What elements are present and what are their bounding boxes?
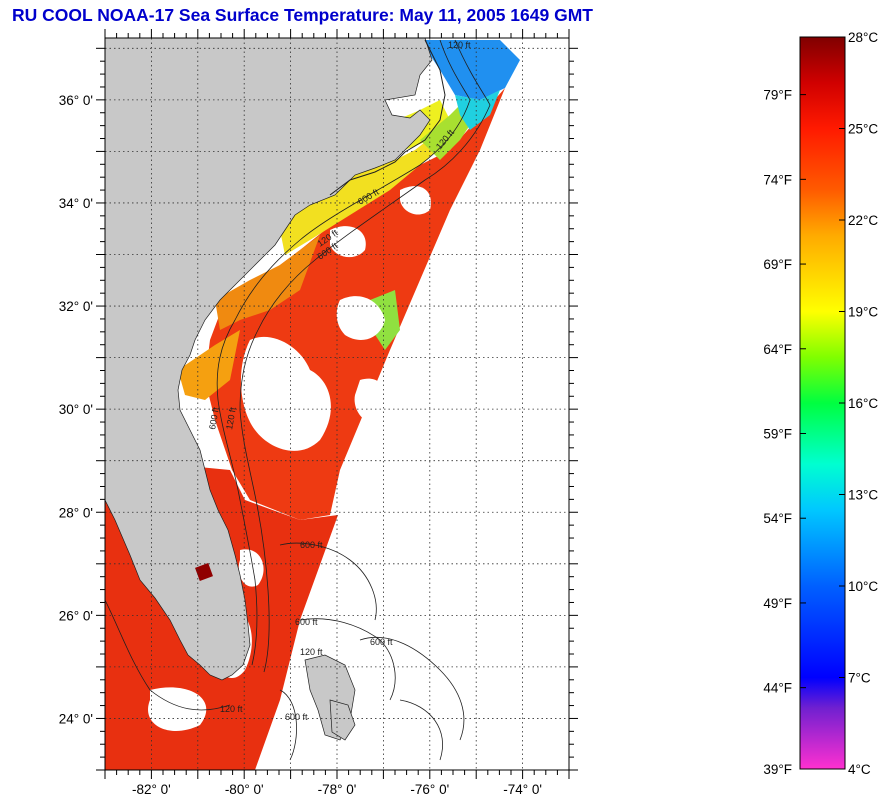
lat-label: 30° 0' — [59, 402, 93, 417]
lon-label: -80° 0' — [225, 782, 264, 797]
isobath-label: 600 ft — [285, 712, 308, 722]
lat-label: 24° 0' — [59, 711, 93, 726]
sst-shelf-georgia — [178, 330, 240, 400]
colorbar-celsius-label: 25°C — [848, 122, 878, 137]
colorbar-fahrenheit-label: 49°F — [763, 596, 792, 611]
colorbar-fahrenheit-label: 54°F — [763, 511, 792, 526]
isobath-label: 600 ft — [295, 617, 318, 627]
isobath-contours — [105, 39, 491, 761]
lat-label: 34° 0' — [59, 196, 93, 211]
colorbar-ticks — [800, 36, 845, 770]
isobath-label: 120 ft — [224, 406, 238, 430]
isobath-label: 600 ft — [207, 406, 221, 430]
colorbar-fahrenheit-label: 59°F — [763, 427, 792, 442]
colorbar — [799, 36, 846, 770]
latitude-labels: 36° 0' 34° 0' 32° 0' 30° 0' 28° 0' 26° 0' 24° … — [59, 93, 93, 727]
graticule — [105, 38, 569, 770]
lon-label: -76° 0' — [410, 782, 449, 797]
colorbar-fahrenheit-label: 39°F — [763, 762, 792, 777]
colorbar-fahrenheit-labels: 79°F 74°F 69°F 64°F 59°F 54°F 49°F 44°F 39°F — [763, 88, 792, 777]
colorbar-celsius-label: 16°C — [848, 396, 878, 411]
colorbar-celsius-label: 22°C — [848, 213, 878, 228]
axis-ticks — [96, 29, 578, 779]
isobath-label: 120 ft — [300, 647, 323, 657]
colorbar-fahrenheit-label: 79°F — [763, 88, 792, 103]
lon-label: -74° 0' — [503, 782, 542, 797]
lat-label: 36° 0' — [59, 93, 93, 108]
colorbar-fahrenheit-label: 69°F — [763, 257, 792, 272]
colorbar-celsius-label: 19°C — [848, 305, 878, 320]
lat-label: 26° 0' — [59, 608, 93, 623]
colorbar-celsius-labels: 28°C 25°C 22°C 19°C 16°C 13°C 10°C 7°C 4°C — [848, 30, 878, 777]
lat-label: 32° 0' — [59, 299, 93, 314]
lon-label: -82° 0' — [132, 782, 171, 797]
isobath-label: 120 ft — [448, 40, 471, 50]
outer-banks-coastline — [329, 39, 446, 196]
isobath-label: 120 ft — [220, 704, 243, 714]
lat-label: 28° 0' — [59, 505, 93, 520]
colorbar-celsius-label: 7°C — [848, 671, 871, 686]
land-bahamas-island — [329, 699, 356, 741]
colorbar-celsius-label: 13°C — [848, 488, 878, 503]
colorbar-fahrenheit-label: 44°F — [763, 681, 792, 696]
colorbar-fahrenheit-label: 74°F — [763, 172, 792, 187]
colorbar-fahrenheit-label: 64°F — [763, 342, 792, 357]
sst-nearshore-yellow — [280, 110, 460, 255]
land-florida-southeast-us — [105, 38, 433, 681]
colorbar-celsius-label: 28°C — [848, 30, 878, 45]
colorbar-celsius-label: 10°C — [848, 579, 878, 594]
lon-label: -78° 0' — [318, 782, 357, 797]
isobath-label: 600 ft — [370, 637, 393, 647]
lake-okeechobee — [195, 563, 213, 581]
isobath-label: 600 ft — [300, 540, 323, 550]
page-title: RU COOL NOAA-17 Sea Surface Temperature:… — [12, 5, 593, 25]
colorbar-celsius-label: 4°C — [848, 762, 871, 777]
longitude-labels: -82° 0' -80° 0' -78° 0' -76° 0' -74° 0' — [132, 782, 542, 797]
